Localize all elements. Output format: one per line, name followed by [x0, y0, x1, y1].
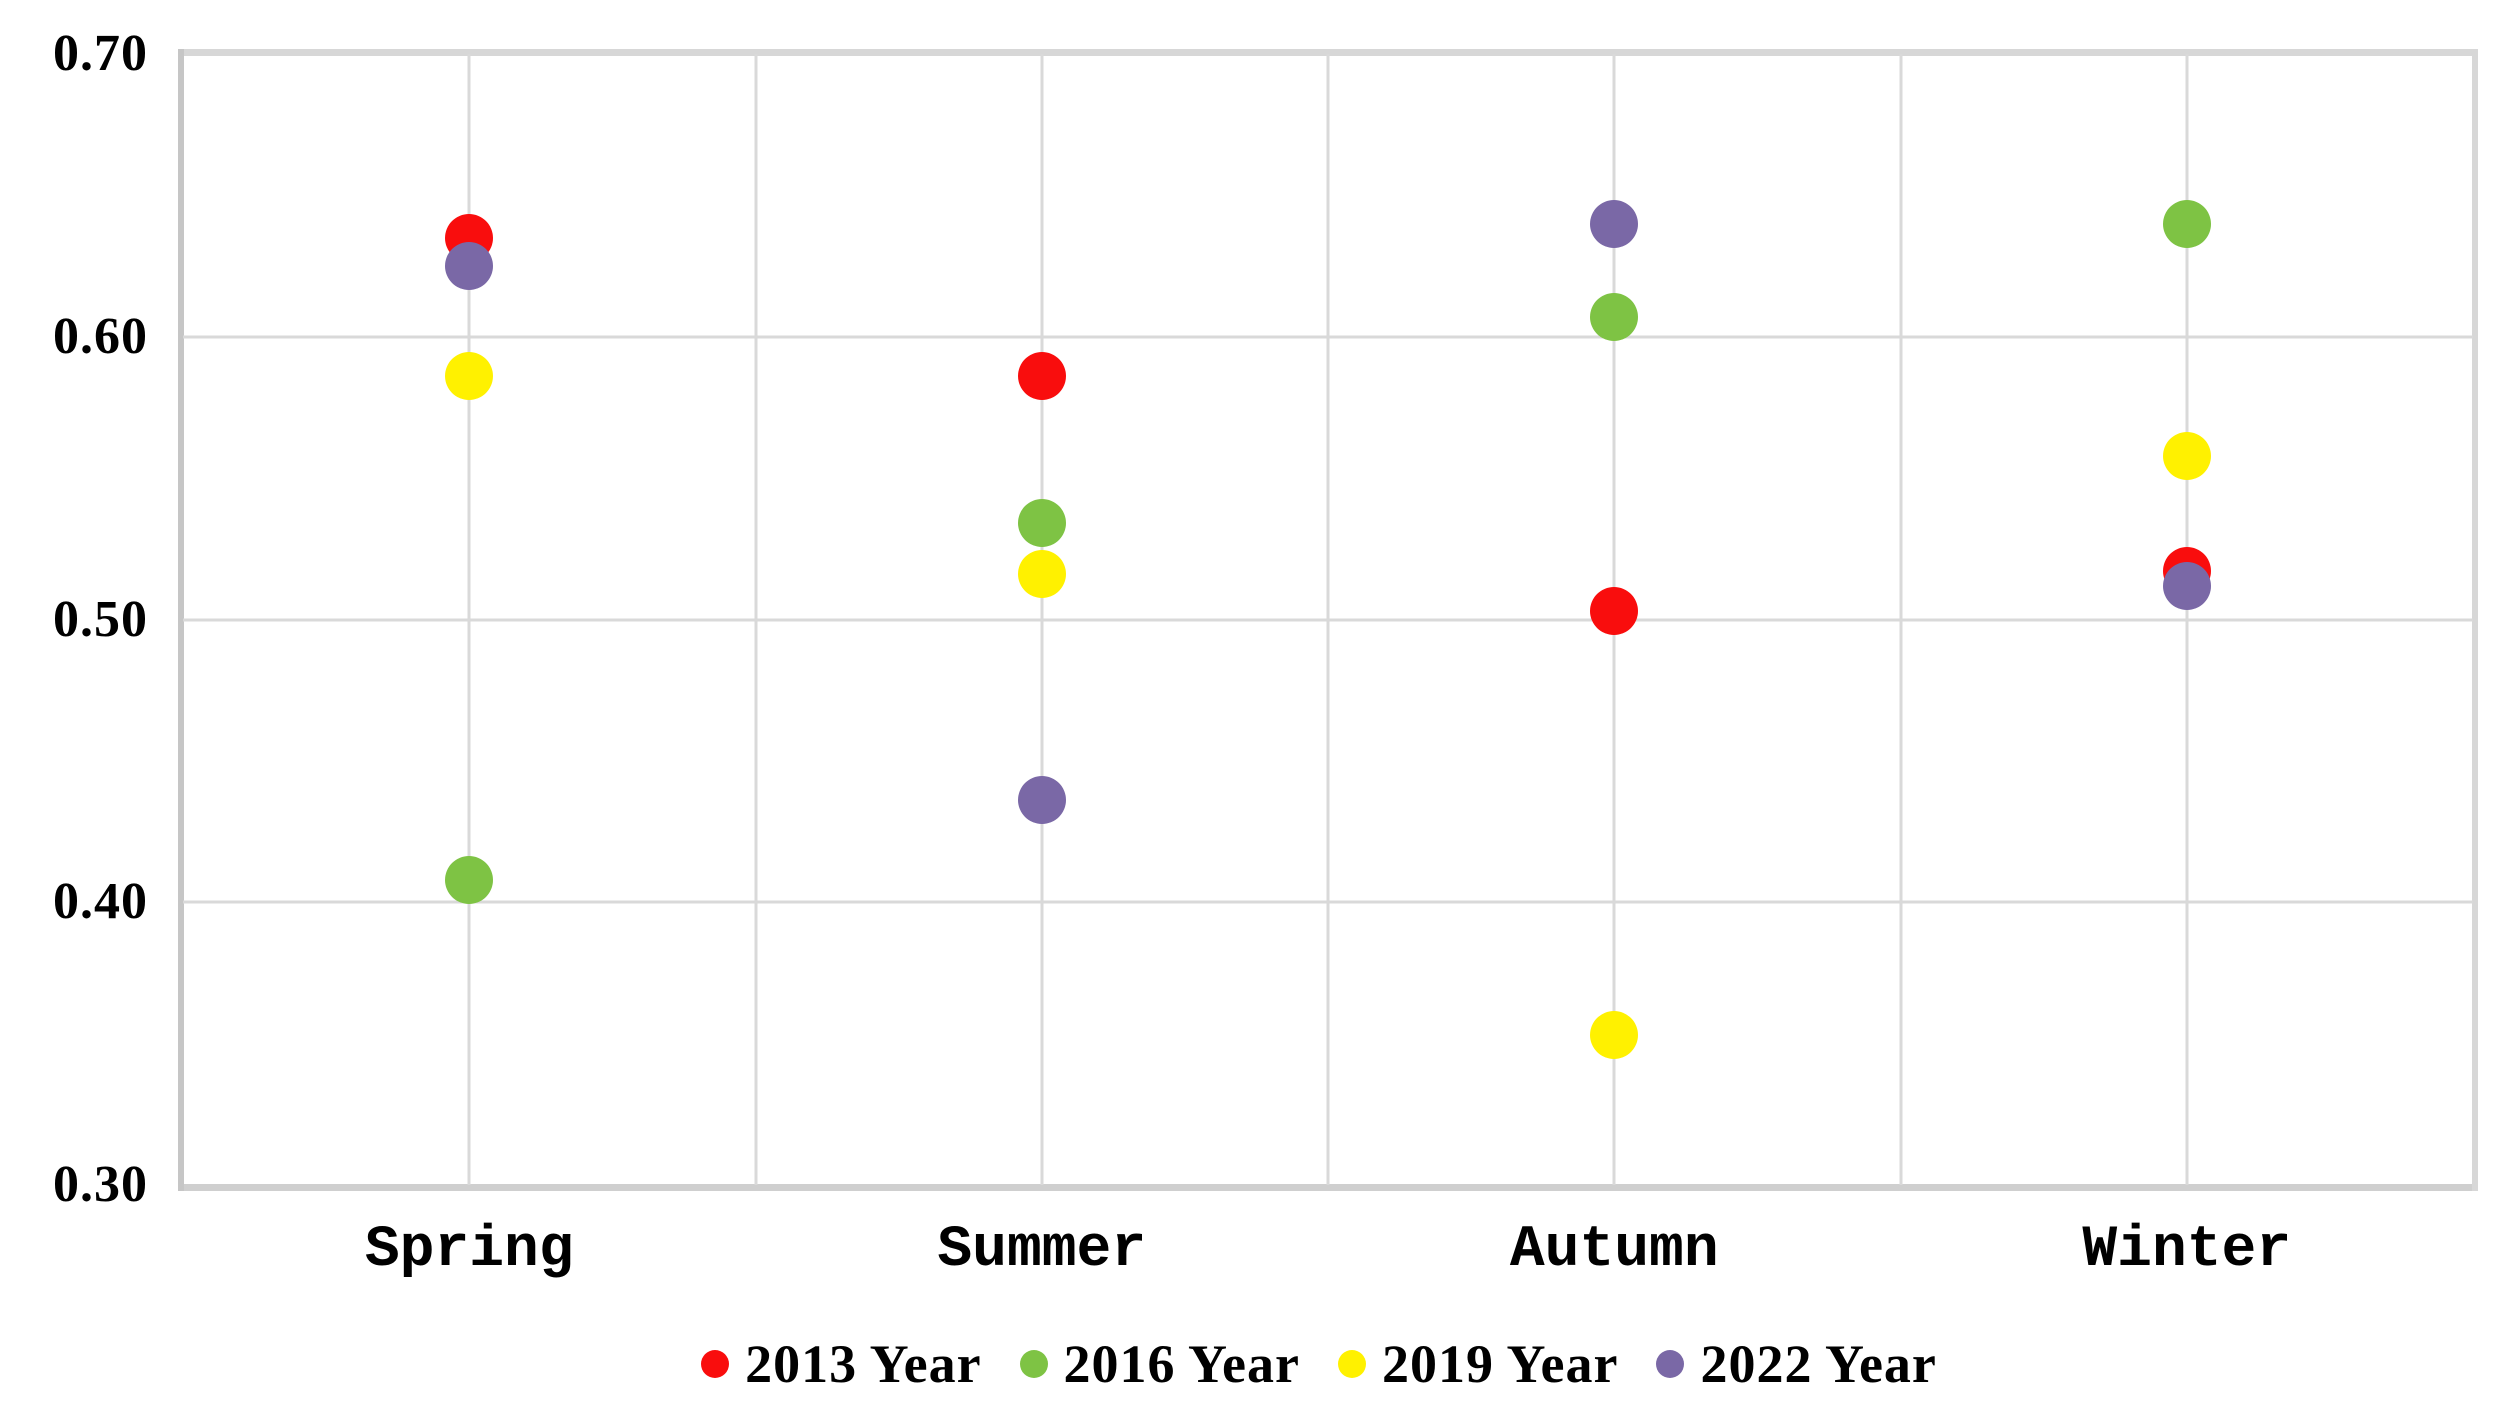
x-axis-category-label: Summer [937, 1218, 1147, 1283]
plot-border-top [178, 49, 2478, 56]
data-point-dot [1590, 292, 1639, 341]
data-point-dot [1017, 352, 1066, 401]
y-axis-tick-label: 0.50 [53, 590, 148, 648]
y-axis-line [178, 49, 184, 1191]
data-point-dot [2162, 431, 2211, 480]
legend-marker-icon [1656, 1350, 1685, 1378]
data-point-dot [1017, 550, 1066, 599]
x-axis-category-label: Spring [364, 1218, 574, 1283]
legend-label: 2019 Year [1382, 1334, 1619, 1394]
y-axis-tick-label: 0.70 [53, 25, 148, 82]
legend-marker-icon [701, 1350, 730, 1378]
legend-marker-icon [1019, 1350, 1048, 1378]
data-point-dot [445, 352, 494, 401]
legend-label: 2013 Year [745, 1334, 982, 1394]
vertical-gridline [2185, 54, 2189, 1185]
legend-label: 2022 Year [1700, 1334, 1937, 1394]
y-axis-tick-label: 0.60 [53, 307, 148, 365]
data-point-dot [1590, 1011, 1639, 1060]
legend-label: 2016 Year [1063, 1334, 1300, 1394]
legend-item: 2013 Year [701, 1337, 981, 1391]
data-point-dot [2162, 199, 2211, 248]
vertical-gridline [467, 54, 471, 1185]
vertical-gridline [754, 54, 757, 1185]
y-axis-tick-label: 0.30 [53, 1156, 148, 1213]
plot-border-right [2472, 49, 2478, 1191]
vertical-gridline [1899, 54, 1902, 1185]
plot-area [178, 49, 2478, 1191]
data-point-dot [445, 242, 494, 291]
data-point-dot [1017, 499, 1066, 548]
data-point-dot [1590, 199, 1639, 248]
legend-item: 2019 Year [1338, 1337, 1618, 1391]
data-point-dot [1017, 776, 1066, 825]
legend-item: 2016 Year [1019, 1334, 1300, 1394]
legend-item: 2022 Year [1656, 1337, 1936, 1391]
legend-marker-icon [1338, 1350, 1366, 1378]
legend: 2013 Year 2016 Year 2019 Year 2022 Year [64, 1326, 2510, 1402]
data-point-dot [1590, 587, 1639, 636]
vertical-gridline [1040, 54, 1044, 1185]
x-axis-category-label: Autumn [1509, 1218, 1719, 1283]
data-point-dot [2162, 561, 2211, 610]
x-axis-category-label: Winter [2082, 1218, 2292, 1283]
vertical-gridline [1326, 54, 1330, 1185]
plot-border-bottom [178, 1184, 2478, 1191]
y-axis-tick-label: 0.40 [53, 873, 148, 931]
data-point-dot [445, 855, 494, 904]
